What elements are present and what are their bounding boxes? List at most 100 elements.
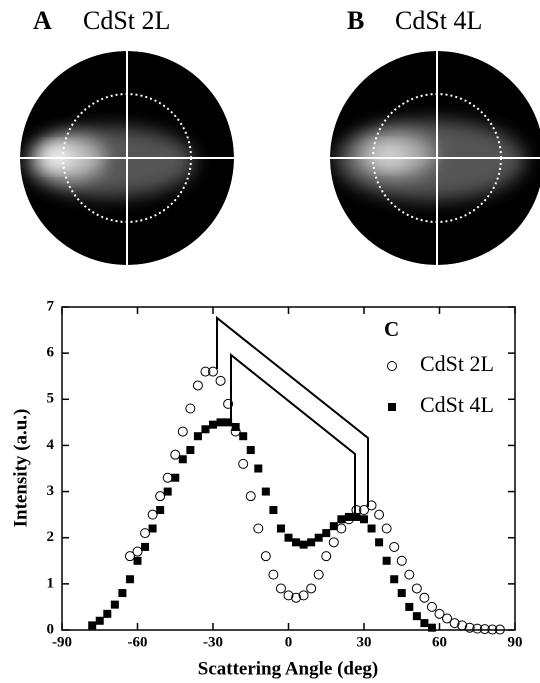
data-point bbox=[246, 446, 255, 455]
data-point bbox=[344, 512, 353, 521]
data-point bbox=[88, 621, 97, 630]
data-point bbox=[472, 623, 483, 634]
data-point bbox=[268, 569, 279, 580]
legend-label: CdSt 2L bbox=[420, 351, 494, 376]
data-point bbox=[367, 524, 376, 533]
y-tick-label: 4 bbox=[47, 437, 55, 453]
data-point bbox=[307, 538, 316, 547]
data-point bbox=[140, 528, 151, 539]
y-tick-label: 6 bbox=[47, 345, 55, 361]
panel-letter: B bbox=[347, 6, 364, 35]
data-point bbox=[156, 506, 165, 515]
data-point bbox=[434, 608, 445, 619]
data-point bbox=[284, 533, 293, 542]
data-point bbox=[253, 523, 264, 534]
data-point bbox=[162, 472, 173, 483]
data-point bbox=[192, 380, 203, 391]
data-point bbox=[314, 533, 323, 542]
data-point bbox=[171, 473, 180, 482]
diffraction-image bbox=[20, 51, 234, 265]
data-point bbox=[209, 420, 217, 429]
data-point bbox=[170, 449, 181, 460]
data-point bbox=[148, 524, 157, 533]
panel-label: CdSt 4L bbox=[395, 6, 482, 35]
data-point bbox=[442, 613, 453, 624]
plot-area: -90 -60 -30 0 30 60 90 0 1 2 3 4 5 6 7 CdSt 2L CdSt 4L bbox=[47, 298, 523, 650]
data-point bbox=[405, 602, 414, 611]
data-point bbox=[360, 515, 368, 524]
y-tick-label: 5 bbox=[47, 391, 55, 407]
data-point bbox=[449, 618, 460, 629]
data-point bbox=[133, 556, 142, 565]
data-point bbox=[374, 509, 385, 520]
data-point bbox=[261, 487, 270, 496]
data-point bbox=[200, 366, 211, 377]
data-point bbox=[464, 622, 475, 633]
data-point bbox=[276, 524, 285, 533]
data-point bbox=[291, 592, 302, 603]
data-point bbox=[110, 600, 119, 609]
x-tick-label: -30 bbox=[203, 634, 223, 650]
data-point bbox=[239, 432, 248, 441]
data-point bbox=[292, 538, 301, 547]
data-point bbox=[420, 619, 429, 628]
bracket bbox=[230, 352, 356, 517]
data-point bbox=[359, 505, 369, 516]
data-point bbox=[231, 422, 240, 431]
y-tick-label: 7 bbox=[47, 298, 55, 314]
data-point bbox=[269, 506, 278, 515]
data-point bbox=[375, 538, 384, 547]
y-tick-label: 0 bbox=[47, 621, 55, 637]
x-tick-label: 60 bbox=[432, 634, 447, 650]
x-tick-label: 30 bbox=[357, 634, 372, 650]
legend-label: CdSt 4L bbox=[420, 392, 494, 417]
data-point bbox=[215, 375, 226, 386]
bracket bbox=[216, 315, 369, 507]
data-point bbox=[487, 624, 498, 635]
data-point bbox=[412, 612, 421, 621]
data-point bbox=[336, 523, 347, 534]
data-point bbox=[223, 398, 234, 409]
data-point bbox=[404, 569, 415, 580]
data-point bbox=[366, 500, 377, 511]
data-point bbox=[201, 425, 210, 434]
data-point bbox=[254, 464, 263, 473]
legend-marker bbox=[388, 403, 396, 411]
x-axis-label: Scattering Angle (deg) bbox=[198, 658, 378, 679]
y-tick-label: 1 bbox=[47, 575, 55, 591]
data-point bbox=[381, 523, 392, 534]
data-point bbox=[494, 624, 505, 635]
data-point bbox=[427, 623, 436, 632]
data-point bbox=[352, 512, 361, 521]
data-point bbox=[125, 575, 134, 584]
x-tick-label: -60 bbox=[128, 634, 148, 650]
data-point bbox=[322, 529, 331, 538]
data-point bbox=[245, 491, 256, 502]
data-point bbox=[185, 403, 196, 414]
data-point bbox=[224, 418, 233, 427]
legend-marker bbox=[387, 361, 397, 371]
data-point bbox=[163, 487, 172, 496]
data-point bbox=[283, 590, 294, 601]
data-point bbox=[155, 491, 166, 502]
y-tick-label: 2 bbox=[47, 529, 55, 545]
data-point bbox=[177, 426, 188, 437]
data-point bbox=[147, 509, 158, 520]
data-point bbox=[457, 620, 468, 631]
data-point bbox=[141, 542, 150, 551]
data-point bbox=[299, 540, 308, 549]
diffraction-image bbox=[330, 51, 540, 265]
panel-label: CdSt 2L bbox=[83, 6, 170, 35]
data-point bbox=[329, 522, 338, 531]
data-point bbox=[260, 551, 271, 562]
x-tick-label: 90 bbox=[508, 634, 523, 650]
data-point bbox=[479, 624, 490, 635]
panel-letter: A bbox=[33, 6, 52, 35]
data-point bbox=[328, 537, 339, 548]
data-point bbox=[389, 541, 400, 552]
data-point bbox=[124, 551, 135, 562]
data-point bbox=[298, 590, 309, 601]
data-point bbox=[178, 455, 187, 464]
data-point bbox=[396, 555, 407, 566]
